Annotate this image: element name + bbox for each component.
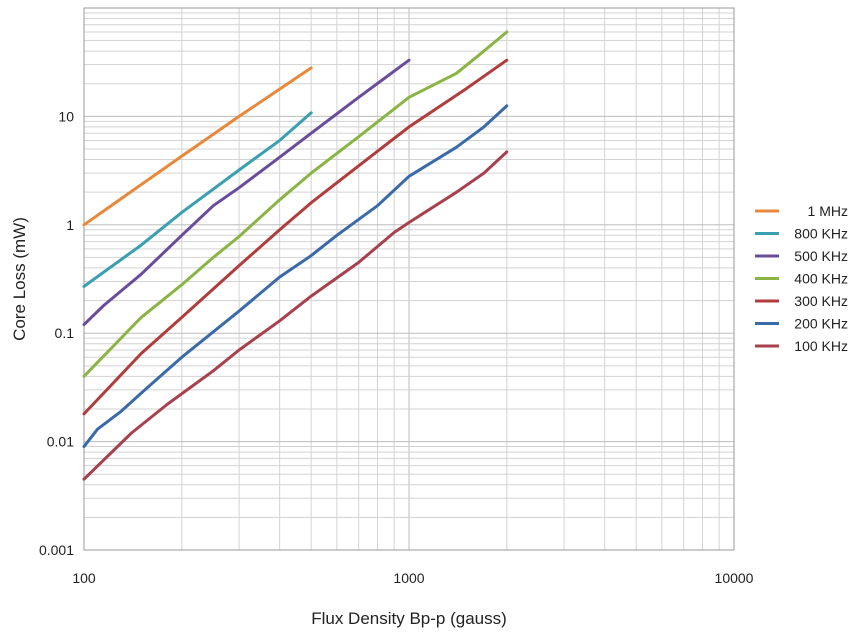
y-tick-label: 0.1 <box>55 325 75 341</box>
y-axis-ticks: 0.001 0.01 0.1 1 10 <box>39 108 74 558</box>
grid <box>83 8 734 551</box>
series-group <box>82 30 509 481</box>
x-axis-title: Flux Density Bp-p (gauss) <box>311 609 507 628</box>
y-tick-label: 0.01 <box>47 434 74 450</box>
y-tick-label: 0.001 <box>39 542 74 558</box>
x-tick-label: 10000 <box>715 570 754 586</box>
plot-frame <box>83 7 735 551</box>
legend-label-400-khz: 400 KHz <box>794 271 848 287</box>
legend: 1 MHz 800 KHz 500 KHz 400 KHz 300 KHz 200 KHz… <box>755 203 848 354</box>
x-tick-label: 100 <box>72 570 96 586</box>
series-line-200-khz <box>82 104 509 449</box>
series-line-100-khz <box>82 150 509 481</box>
y-tick-label: 10 <box>58 108 74 124</box>
y-axis-title: Core Loss (mW) <box>10 217 29 341</box>
series-line-1-mhz <box>82 66 313 227</box>
series-line-500-khz <box>82 58 411 327</box>
series-line-400-khz <box>82 30 509 378</box>
series-line-800-khz <box>82 111 313 288</box>
legend-label-800-khz: 800 KHz <box>794 226 848 242</box>
legend-label-100-khz: 100 KHz <box>794 338 848 354</box>
series-line-300-khz <box>82 58 509 416</box>
legend-label-1-mhz: 1 MHz <box>808 203 848 219</box>
legend-label-200-khz: 200 KHz <box>794 316 848 332</box>
x-axis-ticks: 100 1000 10000 <box>72 570 753 586</box>
legend-label-300-khz: 300 KHz <box>794 293 848 309</box>
y-tick-label: 1 <box>66 217 74 233</box>
legend-label-500-khz: 500 KHz <box>794 248 848 264</box>
x-tick-label: 1000 <box>393 570 424 586</box>
